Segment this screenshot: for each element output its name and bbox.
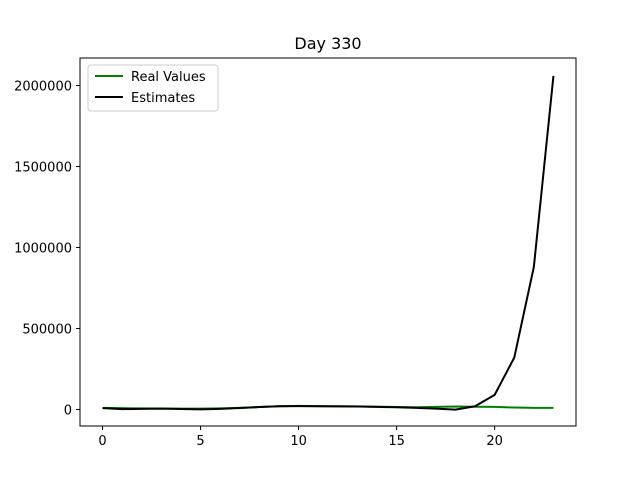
legend-label-real-values: Real Values (131, 70, 206, 85)
x-tick-label: 5 (196, 434, 204, 449)
y-tick-label: 2000000 (14, 80, 72, 95)
x-tick-label: 15 (388, 434, 405, 449)
legend: Real Values Estimates (87, 64, 219, 112)
x-axis-ticks: 0 5 10 15 20 (98, 426, 503, 449)
x-tick-label: 20 (486, 434, 503, 449)
y-tick-label: 1000000 (14, 242, 72, 257)
y-axis-ticks: 0 500000 1000000 1500000 2000000 (14, 80, 80, 418)
chart-title: Day 330 (294, 34, 361, 53)
y-tick-label: 0 (64, 403, 72, 418)
y-tick-label: 1500000 (14, 161, 72, 176)
x-tick-label: 10 (290, 434, 307, 449)
y-tick-label: 500000 (22, 322, 72, 337)
series-layer (102, 75, 555, 411)
plot-frame (79, 57, 577, 427)
series-line-estimates (102, 75, 555, 411)
x-tick-label: 0 (98, 434, 106, 449)
legend-label-estimates: Estimates (131, 91, 195, 106)
